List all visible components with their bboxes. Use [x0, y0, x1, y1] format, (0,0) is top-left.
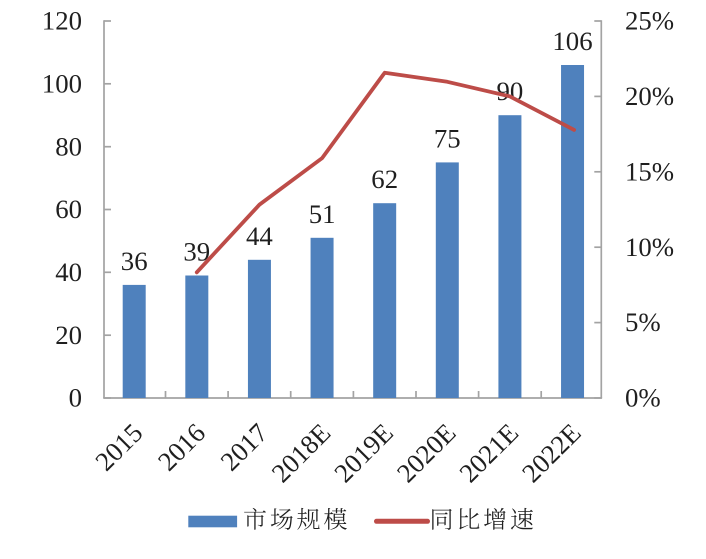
- svg-text:62: 62: [371, 164, 398, 194]
- svg-text:60: 60: [55, 194, 82, 224]
- svg-text:0: 0: [69, 383, 82, 413]
- svg-text:120: 120: [42, 6, 82, 36]
- svg-text:40: 40: [55, 257, 82, 287]
- svg-text:15%: 15%: [625, 156, 674, 186]
- svg-text:36: 36: [121, 246, 148, 276]
- svg-text:20%: 20%: [625, 81, 674, 111]
- svg-text:0%: 0%: [625, 383, 661, 413]
- svg-text:106: 106: [552, 26, 592, 56]
- svg-text:51: 51: [309, 199, 336, 229]
- svg-text:44: 44: [246, 221, 273, 251]
- svg-text:20: 20: [55, 320, 82, 350]
- svg-text:80: 80: [55, 131, 82, 161]
- svg-text:25%: 25%: [625, 6, 674, 36]
- svg-text:100: 100: [42, 68, 82, 98]
- svg-text:5%: 5%: [625, 307, 661, 337]
- svg-text:75: 75: [434, 123, 461, 153]
- svg-text:10%: 10%: [625, 232, 674, 262]
